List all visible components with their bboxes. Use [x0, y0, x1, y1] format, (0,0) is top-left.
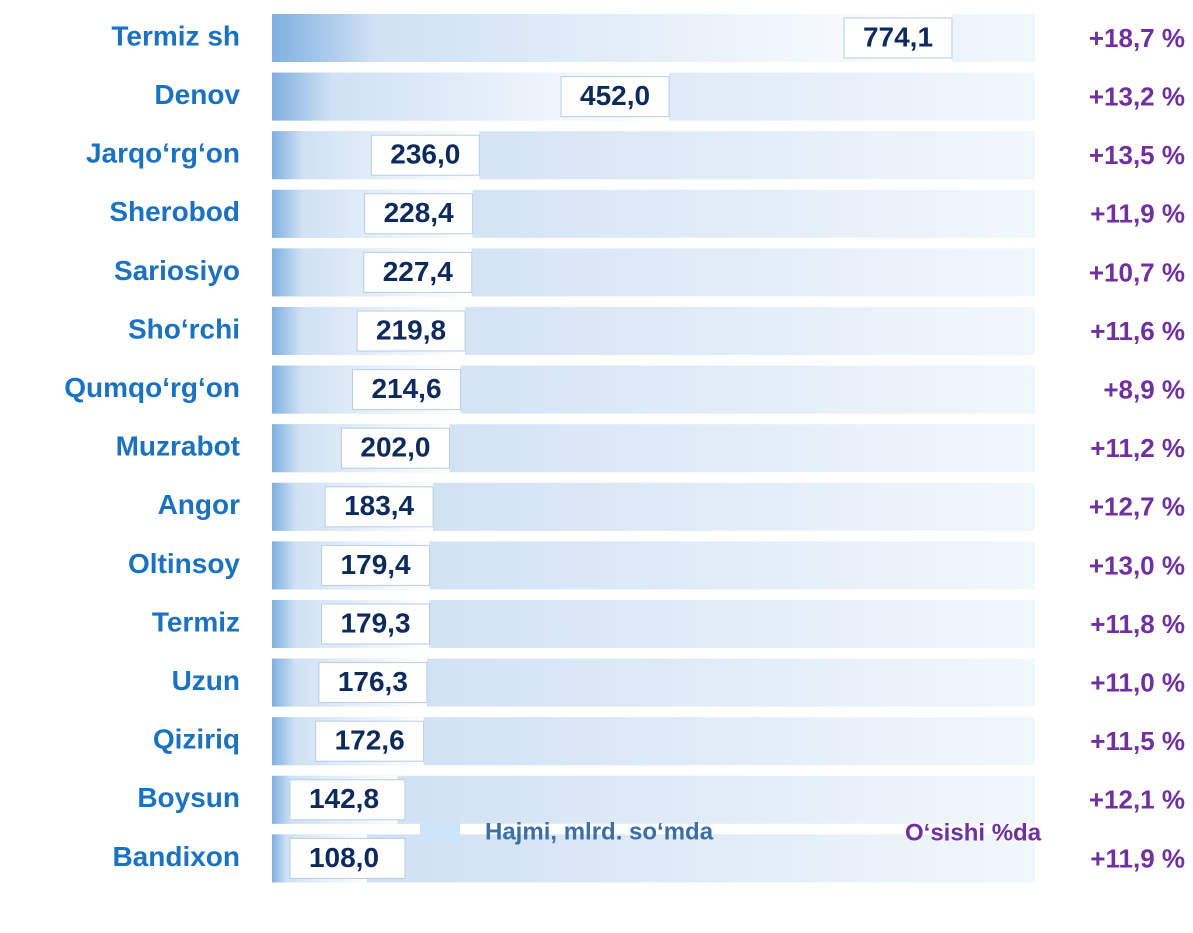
- growth-label: +11,2 %: [1090, 433, 1185, 463]
- value-label: 183,4: [344, 490, 414, 521]
- value-label-box: [340, 427, 450, 469]
- growth-label: +13,0 %: [1089, 550, 1185, 580]
- value-label-box: [321, 603, 431, 645]
- growth-label: +13,5 %: [1089, 140, 1185, 170]
- value-label: 452,0: [580, 80, 650, 111]
- value-label: 227,4: [383, 256, 453, 287]
- value-label: 202,0: [360, 432, 430, 463]
- value-label: 176,3: [338, 666, 408, 697]
- value-label: 236,0: [390, 139, 460, 170]
- category-label: Denov: [154, 79, 240, 110]
- value-label-box: [560, 76, 670, 118]
- value-label-box: [324, 486, 434, 528]
- category-label: Qumqo‘rg‘on: [64, 372, 240, 403]
- legend-label: O‘sishi %da: [905, 819, 1042, 846]
- growth-label: +11,9 %: [1090, 843, 1185, 873]
- value-label: 219,8: [376, 314, 446, 345]
- growth-label: +18,7 %: [1089, 23, 1185, 53]
- growth-label: +11,9 %: [1090, 199, 1185, 229]
- growth-label: +13,2 %: [1089, 81, 1185, 111]
- category-label: Termiz: [152, 606, 240, 637]
- category-label: Muzrabot: [116, 431, 240, 462]
- value-label-box: [363, 251, 473, 293]
- growth-label: +12,1 %: [1089, 785, 1185, 815]
- value-label-box: [318, 662, 428, 704]
- category-label: Qiziriq: [153, 724, 240, 755]
- category-label: Termiz sh: [111, 20, 240, 51]
- bar: [272, 14, 952, 62]
- value-label: 214,6: [371, 373, 441, 404]
- value-label-box: [315, 720, 425, 762]
- growth-label: +10,7 %: [1089, 257, 1185, 287]
- value-label-box: [289, 779, 406, 821]
- growth-label: +11,8 %: [1090, 609, 1185, 639]
- legend-label: Hajmi, mlrd. so‘mda: [485, 818, 714, 845]
- value-label: 774,1: [863, 21, 933, 52]
- value-label-box: [321, 544, 431, 586]
- value-label-box: [352, 369, 462, 411]
- value-label-box: [364, 193, 474, 235]
- category-label: Uzun: [172, 665, 240, 696]
- value-label: 172,6: [335, 725, 405, 756]
- category-label: Oltinsoy: [128, 548, 240, 579]
- value-label: 142,8: [309, 783, 379, 814]
- legend-swatch: [420, 822, 460, 842]
- category-label: Bandixon: [112, 841, 240, 872]
- growth-label: +11,0 %: [1090, 667, 1185, 697]
- category-label: Sherobod: [109, 196, 240, 227]
- value-label-box: [843, 17, 953, 59]
- value-label: 228,4: [384, 197, 454, 228]
- value-label-box: [356, 310, 466, 352]
- category-label: Boysun: [137, 782, 240, 813]
- value-label: 179,3: [340, 607, 410, 638]
- growth-label: +11,5 %: [1090, 726, 1185, 756]
- category-label: Angor: [158, 489, 241, 520]
- value-label-box: [370, 134, 480, 176]
- value-label: 108,0: [309, 842, 379, 873]
- category-label: Sariosiyo: [114, 255, 240, 286]
- growth-label: +8,9 %: [1103, 374, 1185, 404]
- value-label-box: [289, 837, 406, 879]
- value-label: 179,4: [341, 549, 411, 580]
- growth-label: +12,7 %: [1089, 492, 1185, 522]
- category-label: Jarqo‘rg‘on: [86, 138, 240, 169]
- growth-label: +11,6 %: [1090, 316, 1185, 346]
- category-label: Sho‘rchi: [128, 313, 240, 344]
